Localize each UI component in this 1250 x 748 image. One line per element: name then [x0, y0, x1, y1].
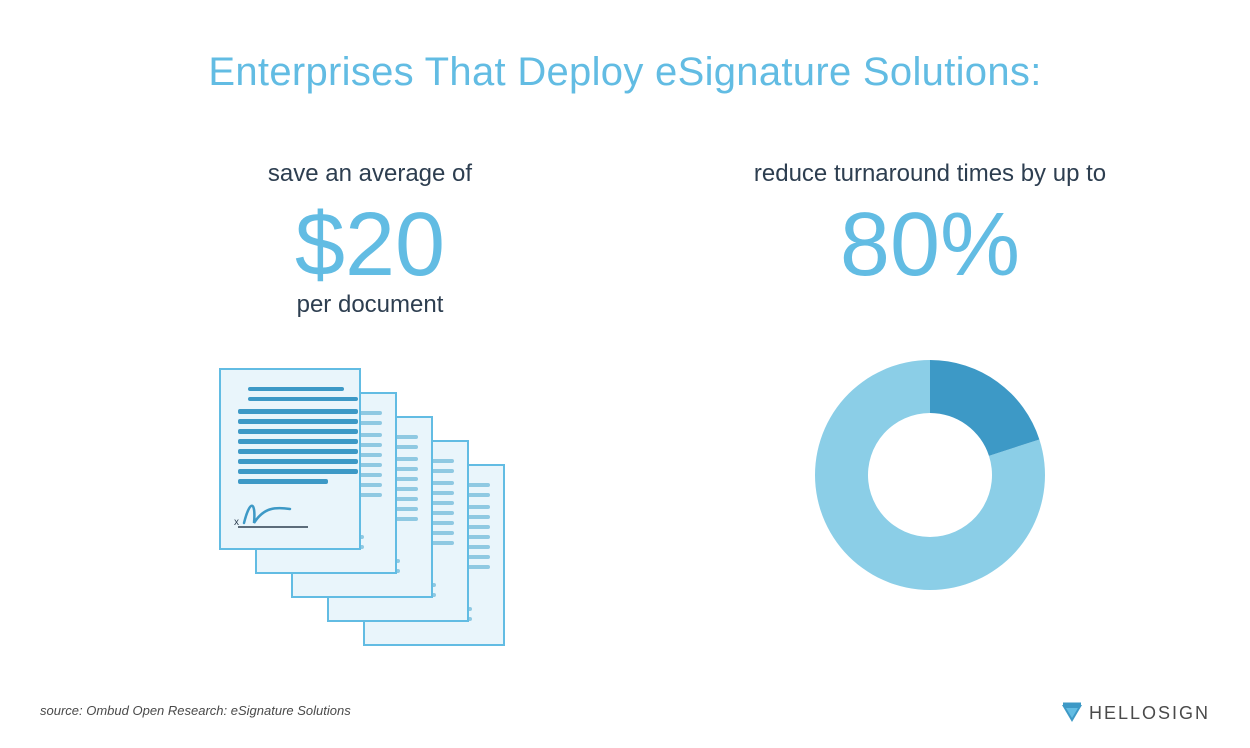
- svg-text:x: x: [234, 517, 239, 528]
- left-unit: per document: [120, 291, 620, 319]
- left-lead-text: save an average of: [120, 160, 620, 188]
- donut-graphic: [680, 345, 1180, 605]
- documents-graphic: x: [120, 359, 620, 659]
- right-value: 80%: [680, 198, 1180, 293]
- source-citation: source: Ombud Open Research: eSignature …: [40, 703, 351, 718]
- right-column: reduce turnaround times by up to 80%: [680, 150, 1180, 605]
- hellosign-mark-icon: [1061, 702, 1083, 724]
- page-title: Enterprises That Deploy eSignature Solut…: [0, 50, 1250, 95]
- left-value: $20: [120, 198, 620, 293]
- brand-logo: HELLOSIGN: [1061, 702, 1210, 724]
- documents-icon: x: [210, 359, 530, 659]
- right-lead-text: reduce turnaround times by up to: [680, 160, 1180, 188]
- infographic-canvas: Enterprises That Deploy eSignature Solut…: [0, 0, 1250, 748]
- donut-chart: [800, 345, 1060, 605]
- brand-logo-text: HELLOSIGN: [1089, 703, 1210, 724]
- left-column: save an average of $20 per document x: [120, 150, 620, 659]
